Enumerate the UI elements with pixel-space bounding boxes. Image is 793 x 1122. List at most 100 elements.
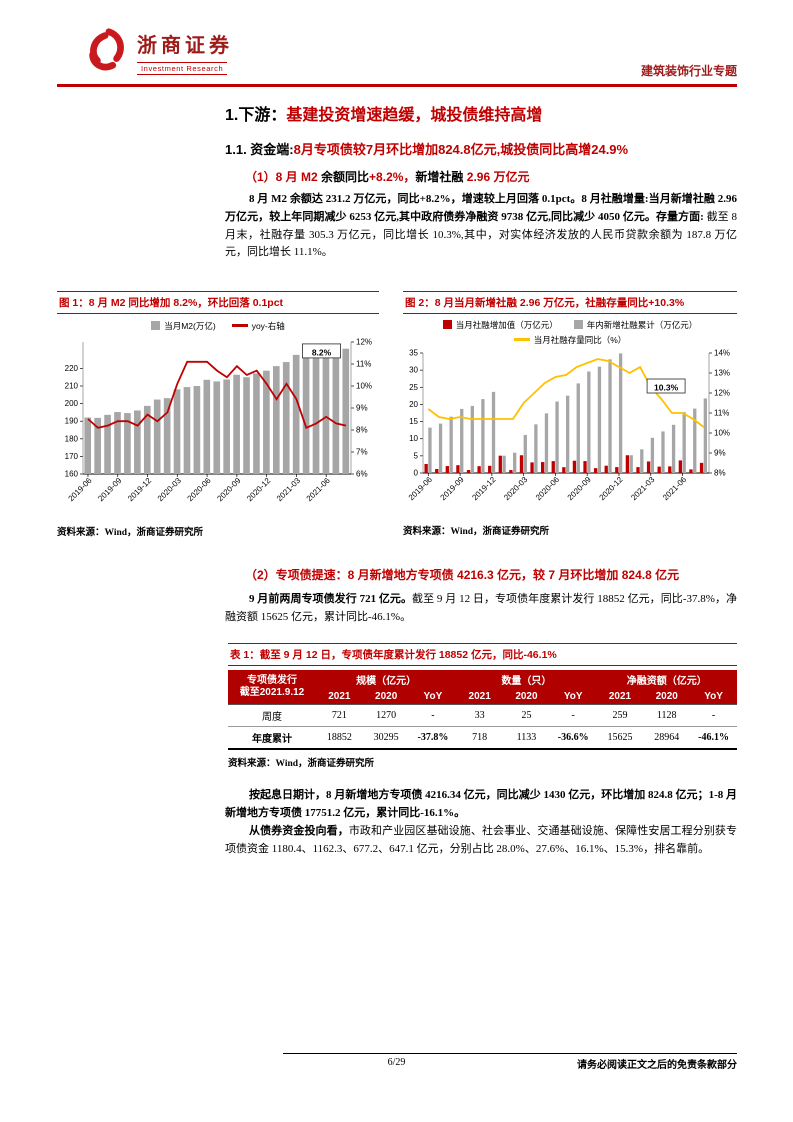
section-title-text: 基建投资增速趋缓，城投债维持高增 <box>286 107 543 124</box>
figure-1-legend: 当月M2(万亿) yoy-右轴 <box>57 318 379 333</box>
text-segment: 从债券资金投向看， <box>249 825 349 837</box>
text-segment: 按起息日期计，8 月新增地方专项债 4216.34 亿元，同比减少 1430 亿… <box>225 789 737 819</box>
text-segment: 市政和产业园区基础设施、社会事业、交通基础设施、保障性安居工程分别获专项债资金 … <box>225 825 738 855</box>
table-corner-cell: 专项债发行 截至2021.9.12 <box>228 670 316 705</box>
svg-text:11%: 11% <box>356 360 371 369</box>
table-subheader-cell: 2020 <box>362 689 410 705</box>
text-segment: 9 月前两周专项债发行 721 亿元。 <box>249 593 413 605</box>
table-group-netfin: 净融资额（亿元） <box>596 670 737 689</box>
table-1-source: 资料来源：Wind，浙商证券研究所 <box>228 759 375 769</box>
figure-2-caption: 图 2：8 月当月新增社融 2.96 万亿元，社融存量同比+10.3% <box>403 291 737 314</box>
svg-text:2021-03: 2021-03 <box>629 475 657 503</box>
brand-name-en: Investment Research <box>137 62 228 75</box>
legend-label: 当月社融增加值（万亿元） <box>455 319 558 330</box>
report-series-tag: 建筑装饰行业专题 <box>640 64 737 78</box>
m2-chart: 160 170 180 190 200 210 220 6% 7% 8% 9% 10% 11% 12% 20… <box>65 338 372 504</box>
figure-2: 图 2：8 月当月新增社融 2.96 万亿元，社融存量同比+10.3% 当月社融… <box>403 291 737 537</box>
text-segment: 截至 8 月末，社融存量 305.3 万亿元，同比增长 10.3%,其中，对实体… <box>225 210 738 259</box>
table-header-row-2: 2021 2020 YoY 2021 2020 YoY 2021 2020 YoY <box>228 689 737 705</box>
table-row-label: 周度 <box>228 704 316 727</box>
svg-text:6%: 6% <box>356 470 368 479</box>
legend-label: yoy-右轴 <box>251 320 285 331</box>
subsection-number: 1.1. 资金端: <box>225 142 294 157</box>
figure-2-source: 资料来源：Wind，浙商证券研究所 <box>403 527 550 537</box>
svg-text:2019-12: 2019-12 <box>470 475 498 503</box>
svg-text:8.2%: 8.2% <box>312 347 332 357</box>
subsection-title-text: 8月专项债较7月环比增加824.8亿元,城投债同比高增24.9% <box>293 142 629 157</box>
subsection-title: 1.1. 资金端:8月专项债较7月环比增加824.8亿元,城投债同比高增24.9… <box>225 139 628 158</box>
legend-line-swatch-icon <box>231 324 248 327</box>
svg-text:2020-03: 2020-03 <box>502 475 530 503</box>
svg-text:2019-12: 2019-12 <box>126 476 154 504</box>
table-cell: 1270 <box>362 704 410 727</box>
table-group-scale: 规模（亿元） <box>316 670 457 689</box>
brand-name-cn: 浙商证券 <box>137 35 233 57</box>
svg-text:180: 180 <box>65 434 79 443</box>
svg-text:11%: 11% <box>714 409 729 418</box>
table-cell: 1133 <box>503 726 550 750</box>
svg-text:210: 210 <box>65 382 79 391</box>
table-cell: -37.8% <box>409 726 457 750</box>
header-divider <box>57 84 737 87</box>
svg-text:0: 0 <box>414 469 419 478</box>
table-row: 周度 721 1270-33 25-259 1128- <box>228 704 737 727</box>
table-cell: 18852 <box>316 726 363 750</box>
table-subheader-cell: YoY <box>409 689 457 705</box>
brand-block: 浙商证券 Investment Research <box>137 29 233 76</box>
table-cell: 33 <box>456 704 504 727</box>
legend-bar-swatch-icon <box>151 321 161 330</box>
figure-1-source: 资料来源：Wind，浙商证券研究所 <box>57 528 204 538</box>
zheshang-logo-icon <box>89 28 124 71</box>
paragraph-special-bond: 9 月前两周专项债发行 721 亿元。截至 9 月 12 日，专项债年度累计发行… <box>225 591 737 627</box>
svg-text:2019-09: 2019-09 <box>439 475 467 503</box>
svg-text:2021-06: 2021-06 <box>661 475 689 503</box>
text-segment: 8 月 M2 余额达 231.2 万亿元，同比+8.2%，增速较上月回落 0.1… <box>249 193 649 205</box>
table-1-block: 表 1：截至 9 月 12 日，专项债年度累计发行 18852 亿元，同比-46… <box>228 643 737 769</box>
svg-text:10.3%: 10.3% <box>654 383 679 393</box>
table-row-label: 年度累计 <box>228 726 316 750</box>
svg-text:2020-09: 2020-09 <box>566 475 594 503</box>
paragraph-m2-tsf: 8 月 M2 余额达 231.2 万亿元，同比+8.2%，增速较上月回落 0.1… <box>225 191 737 262</box>
table-corner-line-2: 截至2021.9.12 <box>239 687 305 698</box>
table-subheader-cell: YoY <box>690 689 737 705</box>
legend-item: 当月M2(万亿) <box>151 320 216 332</box>
svg-text:20: 20 <box>409 400 418 409</box>
table-cell: 25 <box>503 704 550 727</box>
footer-divider <box>283 1053 737 1054</box>
svg-text:190: 190 <box>65 417 79 426</box>
table-subheader-cell: 2020 <box>503 689 550 705</box>
svg-text:2019-06: 2019-06 <box>407 475 435 503</box>
page-number: 6/29 <box>387 1057 406 1068</box>
paragraph-issue-date: 按起息日期计，8 月新增地方专项债 4216.34 亿元，同比减少 1430 亿… <box>225 787 737 823</box>
svg-text:14%: 14% <box>714 349 730 358</box>
svg-text:9%: 9% <box>356 404 368 413</box>
table-cell: 721 <box>316 704 363 727</box>
svg-text:12%: 12% <box>356 338 372 347</box>
legend-item: 当月社融增加值（万亿元） <box>442 319 558 331</box>
table-group-count: 数量（只） <box>456 670 597 689</box>
svg-text:8%: 8% <box>356 426 368 435</box>
point-2-heading: （2）专项债提速：8 月新增地方专项债 4216.3 亿元，较 7 月环比增加 … <box>245 566 679 583</box>
table-cell: - <box>690 704 737 727</box>
table-cell: - <box>409 704 457 727</box>
svg-text:2021-06: 2021-06 <box>305 476 333 504</box>
table-cell: 15625 <box>596 726 644 750</box>
svg-text:30: 30 <box>409 366 418 375</box>
svg-text:25: 25 <box>409 383 418 392</box>
text-segment: （2）专项债提速：8 月新增地方专项债 4216.3 亿元，较 7 月环比增加 … <box>245 568 680 582</box>
svg-text:8%: 8% <box>714 469 726 478</box>
svg-text:10: 10 <box>409 434 418 443</box>
table-cell: -36.6% <box>549 726 597 750</box>
figure-2-legend: 当月社融增加值（万亿元） 年内新增社融累计（万亿元） 当月社融存量同比（%） <box>403 318 737 346</box>
table-cell: - <box>549 704 597 727</box>
text-segment: 新增社融 <box>415 170 467 184</box>
text-segment: 截至 9 月 12 日，专项债年度累计发行 18852 亿元，同比-37.8%，… <box>225 593 738 623</box>
table-cell: 28964 <box>643 726 691 750</box>
svg-text:13%: 13% <box>714 369 730 378</box>
table-cell: 718 <box>456 726 504 750</box>
legend-item: yoy-右轴 <box>231 320 285 332</box>
table-cell: 259 <box>596 704 644 727</box>
text-segment: +8.2%， <box>369 170 416 184</box>
section-title: 1.下游：基建投资增速趋缓，城投债维持高增 <box>225 101 542 125</box>
